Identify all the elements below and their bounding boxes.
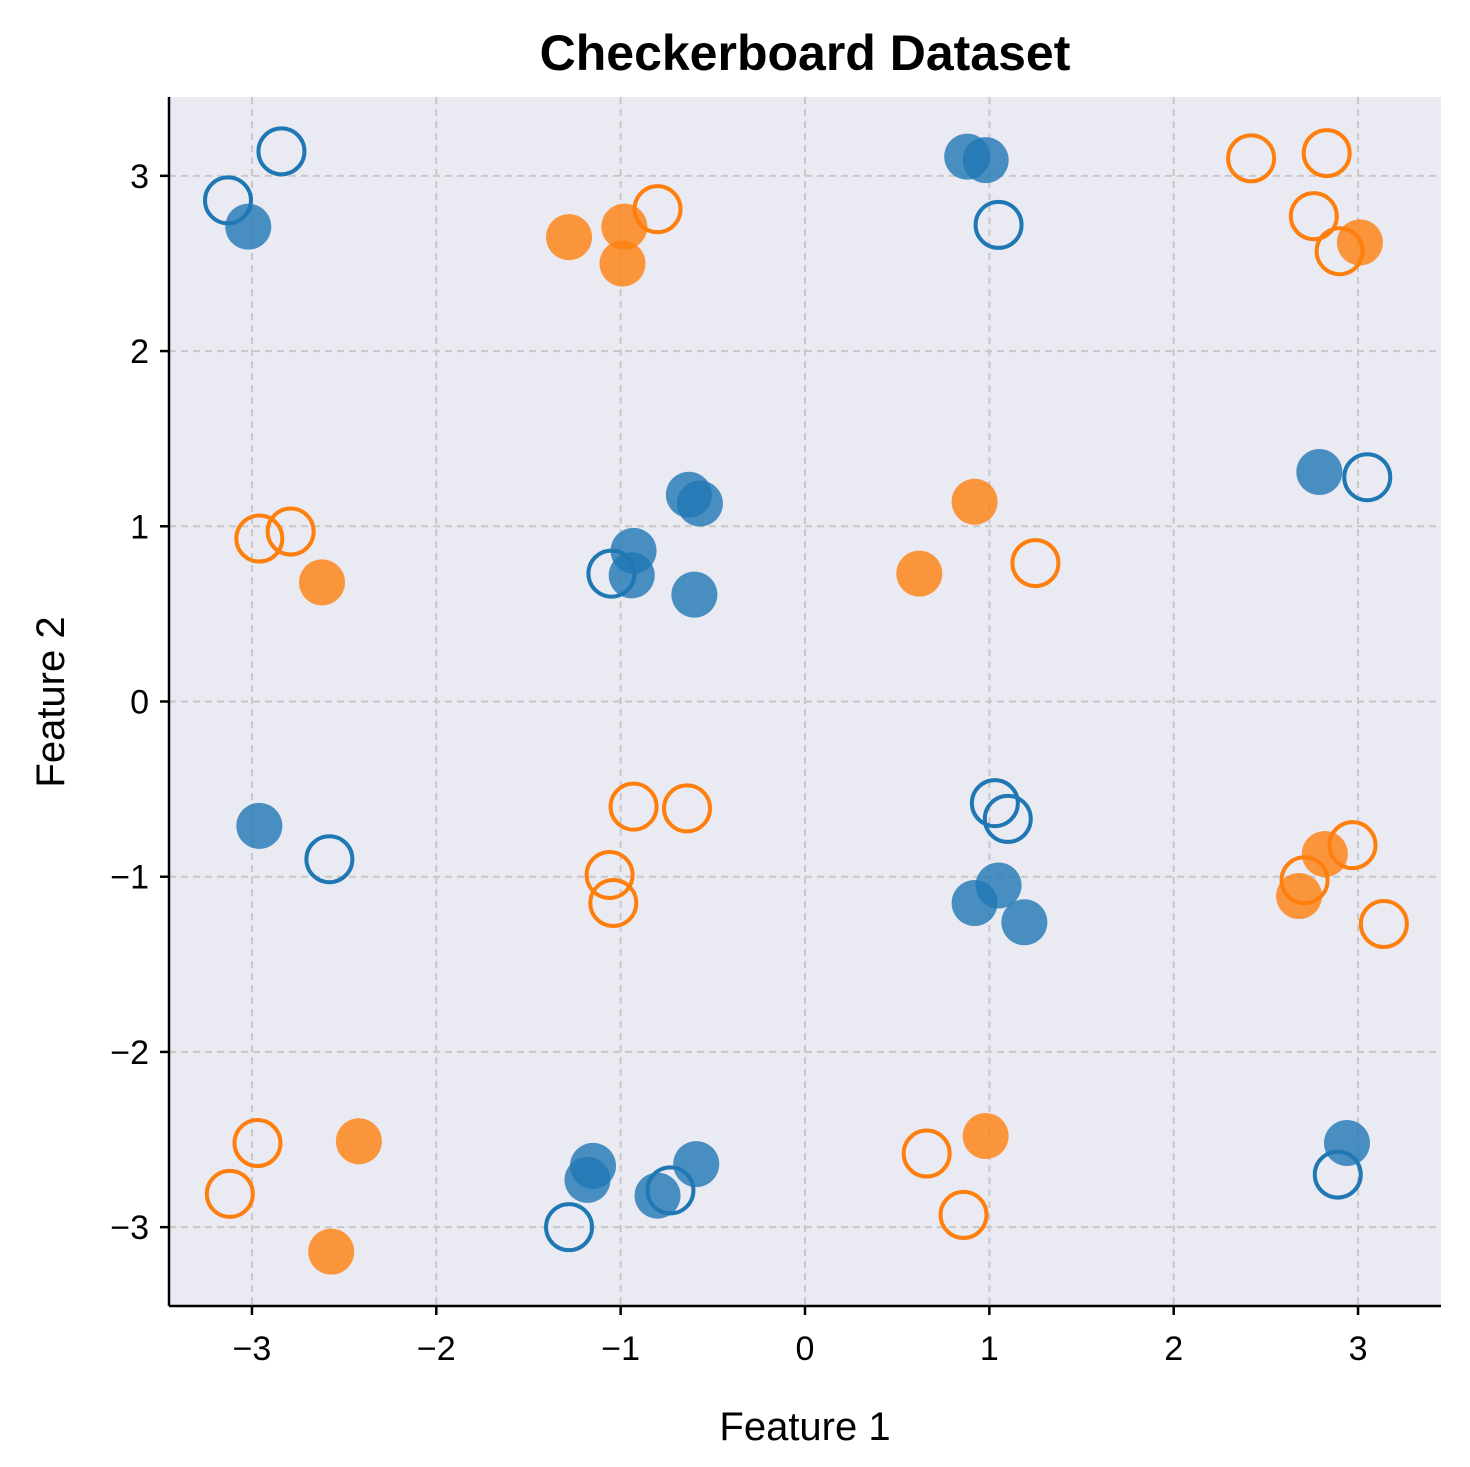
- orange-hollow-point: [584, 849, 635, 900]
- orange-hollow-point: [1010, 538, 1061, 589]
- y-tick-label: −3: [110, 1209, 149, 1247]
- orange-filled-point: [308, 1228, 355, 1275]
- orange-filled-point: [299, 559, 346, 606]
- blue-filled-point: [1001, 899, 1048, 946]
- blue-hollow-point: [586, 548, 637, 599]
- x-tick-label: 3: [1349, 1330, 1368, 1368]
- orange-hollow-point: [1279, 855, 1330, 906]
- orange-hollow-point: [232, 1118, 283, 1169]
- blue-filled-point: [1296, 448, 1343, 495]
- orange-filled-point: [1276, 872, 1323, 919]
- blue-hollow-point: [645, 1165, 696, 1216]
- orange-hollow-point: [1301, 128, 1352, 179]
- blue-filled-point: [676, 480, 723, 527]
- axes: −3 −2 −1 0 1 2 3 −3 −2 −1 0 1 2 3: [110, 97, 1441, 1368]
- chart-title: Checkerboard Dataset: [540, 25, 1071, 81]
- orange-hollow-point: [662, 783, 713, 834]
- y-tick-label: 3: [130, 158, 149, 196]
- x-tick-label: −2: [417, 1330, 456, 1368]
- orange-hollow-point: [1358, 899, 1409, 950]
- blue-hollow-point: [256, 126, 307, 177]
- orange-hollow-point: [608, 781, 659, 832]
- orange-hollow-point: [234, 513, 285, 564]
- y-tick-label: −2: [110, 1034, 149, 1072]
- grid-lines: [169, 97, 1441, 1306]
- orange-filled-point: [962, 1113, 1009, 1160]
- blue-filled-point: [962, 137, 1009, 184]
- blue-filled-point: [608, 552, 655, 599]
- y-tick-label: 2: [130, 333, 149, 371]
- blue-hollow-point: [969, 778, 1020, 829]
- blue-hollow-point: [973, 199, 1024, 250]
- orange-hollow-point: [1288, 191, 1339, 242]
- data-points: [202, 126, 1409, 1275]
- orange-hollow-point: [265, 506, 316, 557]
- blue-hollow-point: [304, 834, 355, 885]
- orange-hollow-point: [1314, 226, 1365, 277]
- orange-filled-point: [546, 214, 593, 261]
- orange-filled-point: [335, 1118, 382, 1165]
- x-tick-label: −1: [601, 1330, 640, 1368]
- y-tick-label: 0: [130, 684, 149, 722]
- orange-hollow-point: [1327, 820, 1378, 871]
- orange-filled-point: [1301, 830, 1348, 877]
- x-tick-label: −3: [233, 1330, 272, 1368]
- blue-filled-point: [975, 862, 1022, 909]
- orange-hollow-point: [204, 1168, 255, 1219]
- x-tick-label: 1: [980, 1330, 999, 1368]
- y-axis-label: Feature 2: [29, 616, 73, 787]
- y-tick-label: 1: [130, 508, 149, 546]
- orange-hollow-point: [632, 184, 683, 235]
- orange-filled-point: [896, 550, 943, 597]
- blue-filled-point: [634, 1172, 681, 1219]
- blue-filled-point: [225, 203, 272, 250]
- orange-hollow-point: [1226, 133, 1277, 184]
- blue-filled-point: [671, 571, 718, 618]
- blue-filled-point: [236, 802, 283, 849]
- x-tick-label: 0: [796, 1330, 815, 1368]
- blue-hollow-point: [1312, 1149, 1363, 1200]
- y-tick-label: −1: [110, 859, 149, 897]
- blue-filled-point: [564, 1156, 611, 1203]
- orange-hollow-point: [588, 878, 639, 928]
- orange-hollow-point: [901, 1128, 952, 1179]
- orange-hollow-point: [938, 1189, 989, 1240]
- blue-hollow-point: [1342, 452, 1393, 503]
- x-tick-label: 2: [1164, 1330, 1183, 1368]
- blue-filled-point: [673, 1141, 720, 1188]
- orange-filled-point: [599, 240, 646, 287]
- blue-hollow-point: [982, 793, 1033, 844]
- orange-filled-point: [951, 478, 998, 525]
- x-axis-label: Feature 1: [719, 1405, 890, 1449]
- blue-filled-point: [1323, 1120, 1370, 1167]
- blue-hollow-point: [202, 175, 253, 226]
- blue-hollow-point: [544, 1202, 595, 1253]
